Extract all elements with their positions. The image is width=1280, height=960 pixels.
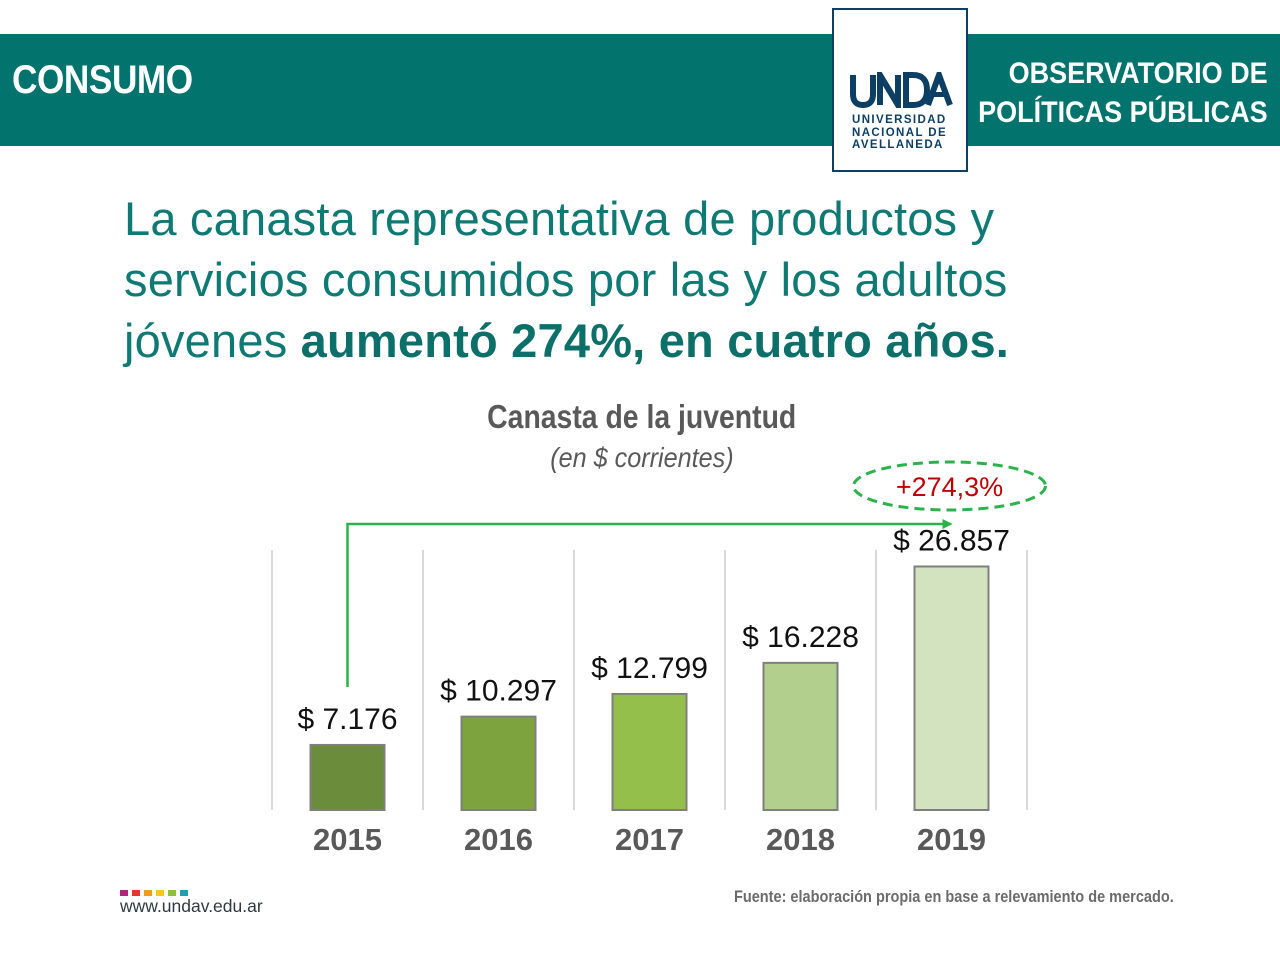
undav-logo: UNIVERSIDAD NACIONAL DE AVELLANEDA bbox=[832, 8, 968, 172]
x-tick-label: 2016 bbox=[464, 822, 533, 857]
x-tick-label: 2017 bbox=[615, 822, 684, 857]
growth-label: +274,3% bbox=[896, 472, 1003, 502]
bar-value-label: $ 16.228 bbox=[742, 621, 859, 654]
section-title: CONSUMO bbox=[12, 58, 193, 102]
bar-value-label: $ 7.176 bbox=[297, 703, 397, 736]
observatorio-line-1: OBSERVATORIO DE bbox=[1008, 57, 1268, 90]
x-tick-label: 2019 bbox=[917, 822, 986, 857]
footer-dot bbox=[180, 890, 188, 896]
header-banner bbox=[0, 34, 1280, 146]
observatorio-title: OBSERVATORIO DE POLÍTICAS PÚBLICAS bbox=[978, 54, 1268, 132]
logo-line-3: AVELLANEDA bbox=[852, 139, 944, 151]
observatorio-line-2: POLÍTICAS PÚBLICAS bbox=[978, 96, 1268, 129]
bar-2015 bbox=[309, 743, 386, 812]
headline: La canasta representativa de productos y… bbox=[124, 188, 1184, 371]
headline-line-3: jóvenes aumentó 274%, en cuatro años. bbox=[124, 310, 1184, 371]
footer-dot bbox=[144, 890, 152, 896]
headline-line-2: servicios consumidos por las y los adult… bbox=[124, 253, 1008, 306]
x-tick-label: 2018 bbox=[766, 822, 835, 857]
headline-line-1: La canasta representativa de productos y bbox=[124, 192, 995, 245]
footer-url: www.undav.edu.ar bbox=[120, 896, 263, 916]
footer-dot bbox=[156, 890, 164, 896]
bar-2019 bbox=[913, 565, 990, 811]
footer-source: Fuente: elaboración propia en base a rel… bbox=[734, 888, 1174, 906]
headline-highlight: aumentó 274%, en cuatro años. bbox=[300, 314, 1010, 367]
headline-line-3-regular: jóvenes bbox=[124, 314, 301, 367]
bar-value-label: $ 10.297 bbox=[440, 675, 557, 708]
x-tick-label: 2015 bbox=[313, 822, 382, 857]
bar-2018 bbox=[762, 661, 839, 812]
footer-dot bbox=[168, 890, 176, 896]
bar-2016 bbox=[460, 715, 537, 811]
bar-value-label: $ 26.857 bbox=[893, 524, 1010, 557]
footer-color-dots bbox=[120, 883, 192, 901]
footer-dot bbox=[132, 890, 140, 896]
undav-logo-text: UNIVERSIDAD NACIONAL DE AVELLANEDA bbox=[852, 114, 947, 152]
chart-title-text: Canasta de la juventud bbox=[486, 398, 797, 435]
footer-dot bbox=[120, 890, 128, 896]
growth-ellipse bbox=[852, 460, 1047, 512]
undav-logo-mark-icon bbox=[850, 72, 953, 108]
chart-subtitle-text: (en $ corrientes) bbox=[549, 442, 734, 473]
logo-line-1: UNIVERSIDAD bbox=[852, 114, 947, 126]
bar-2017 bbox=[611, 692, 688, 812]
chart-title: Canasta de la juventud bbox=[0, 398, 1280, 436]
growth-arrow bbox=[346, 519, 953, 687]
chart-subtitle: (en $ corrientes) bbox=[0, 442, 1280, 474]
bar-value-label: $ 12.799 bbox=[591, 652, 708, 685]
logo-line-2: NACIONAL DE bbox=[852, 126, 948, 139]
